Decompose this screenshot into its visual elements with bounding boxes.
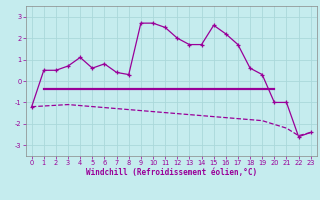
X-axis label: Windchill (Refroidissement éolien,°C): Windchill (Refroidissement éolien,°C)	[86, 168, 257, 177]
